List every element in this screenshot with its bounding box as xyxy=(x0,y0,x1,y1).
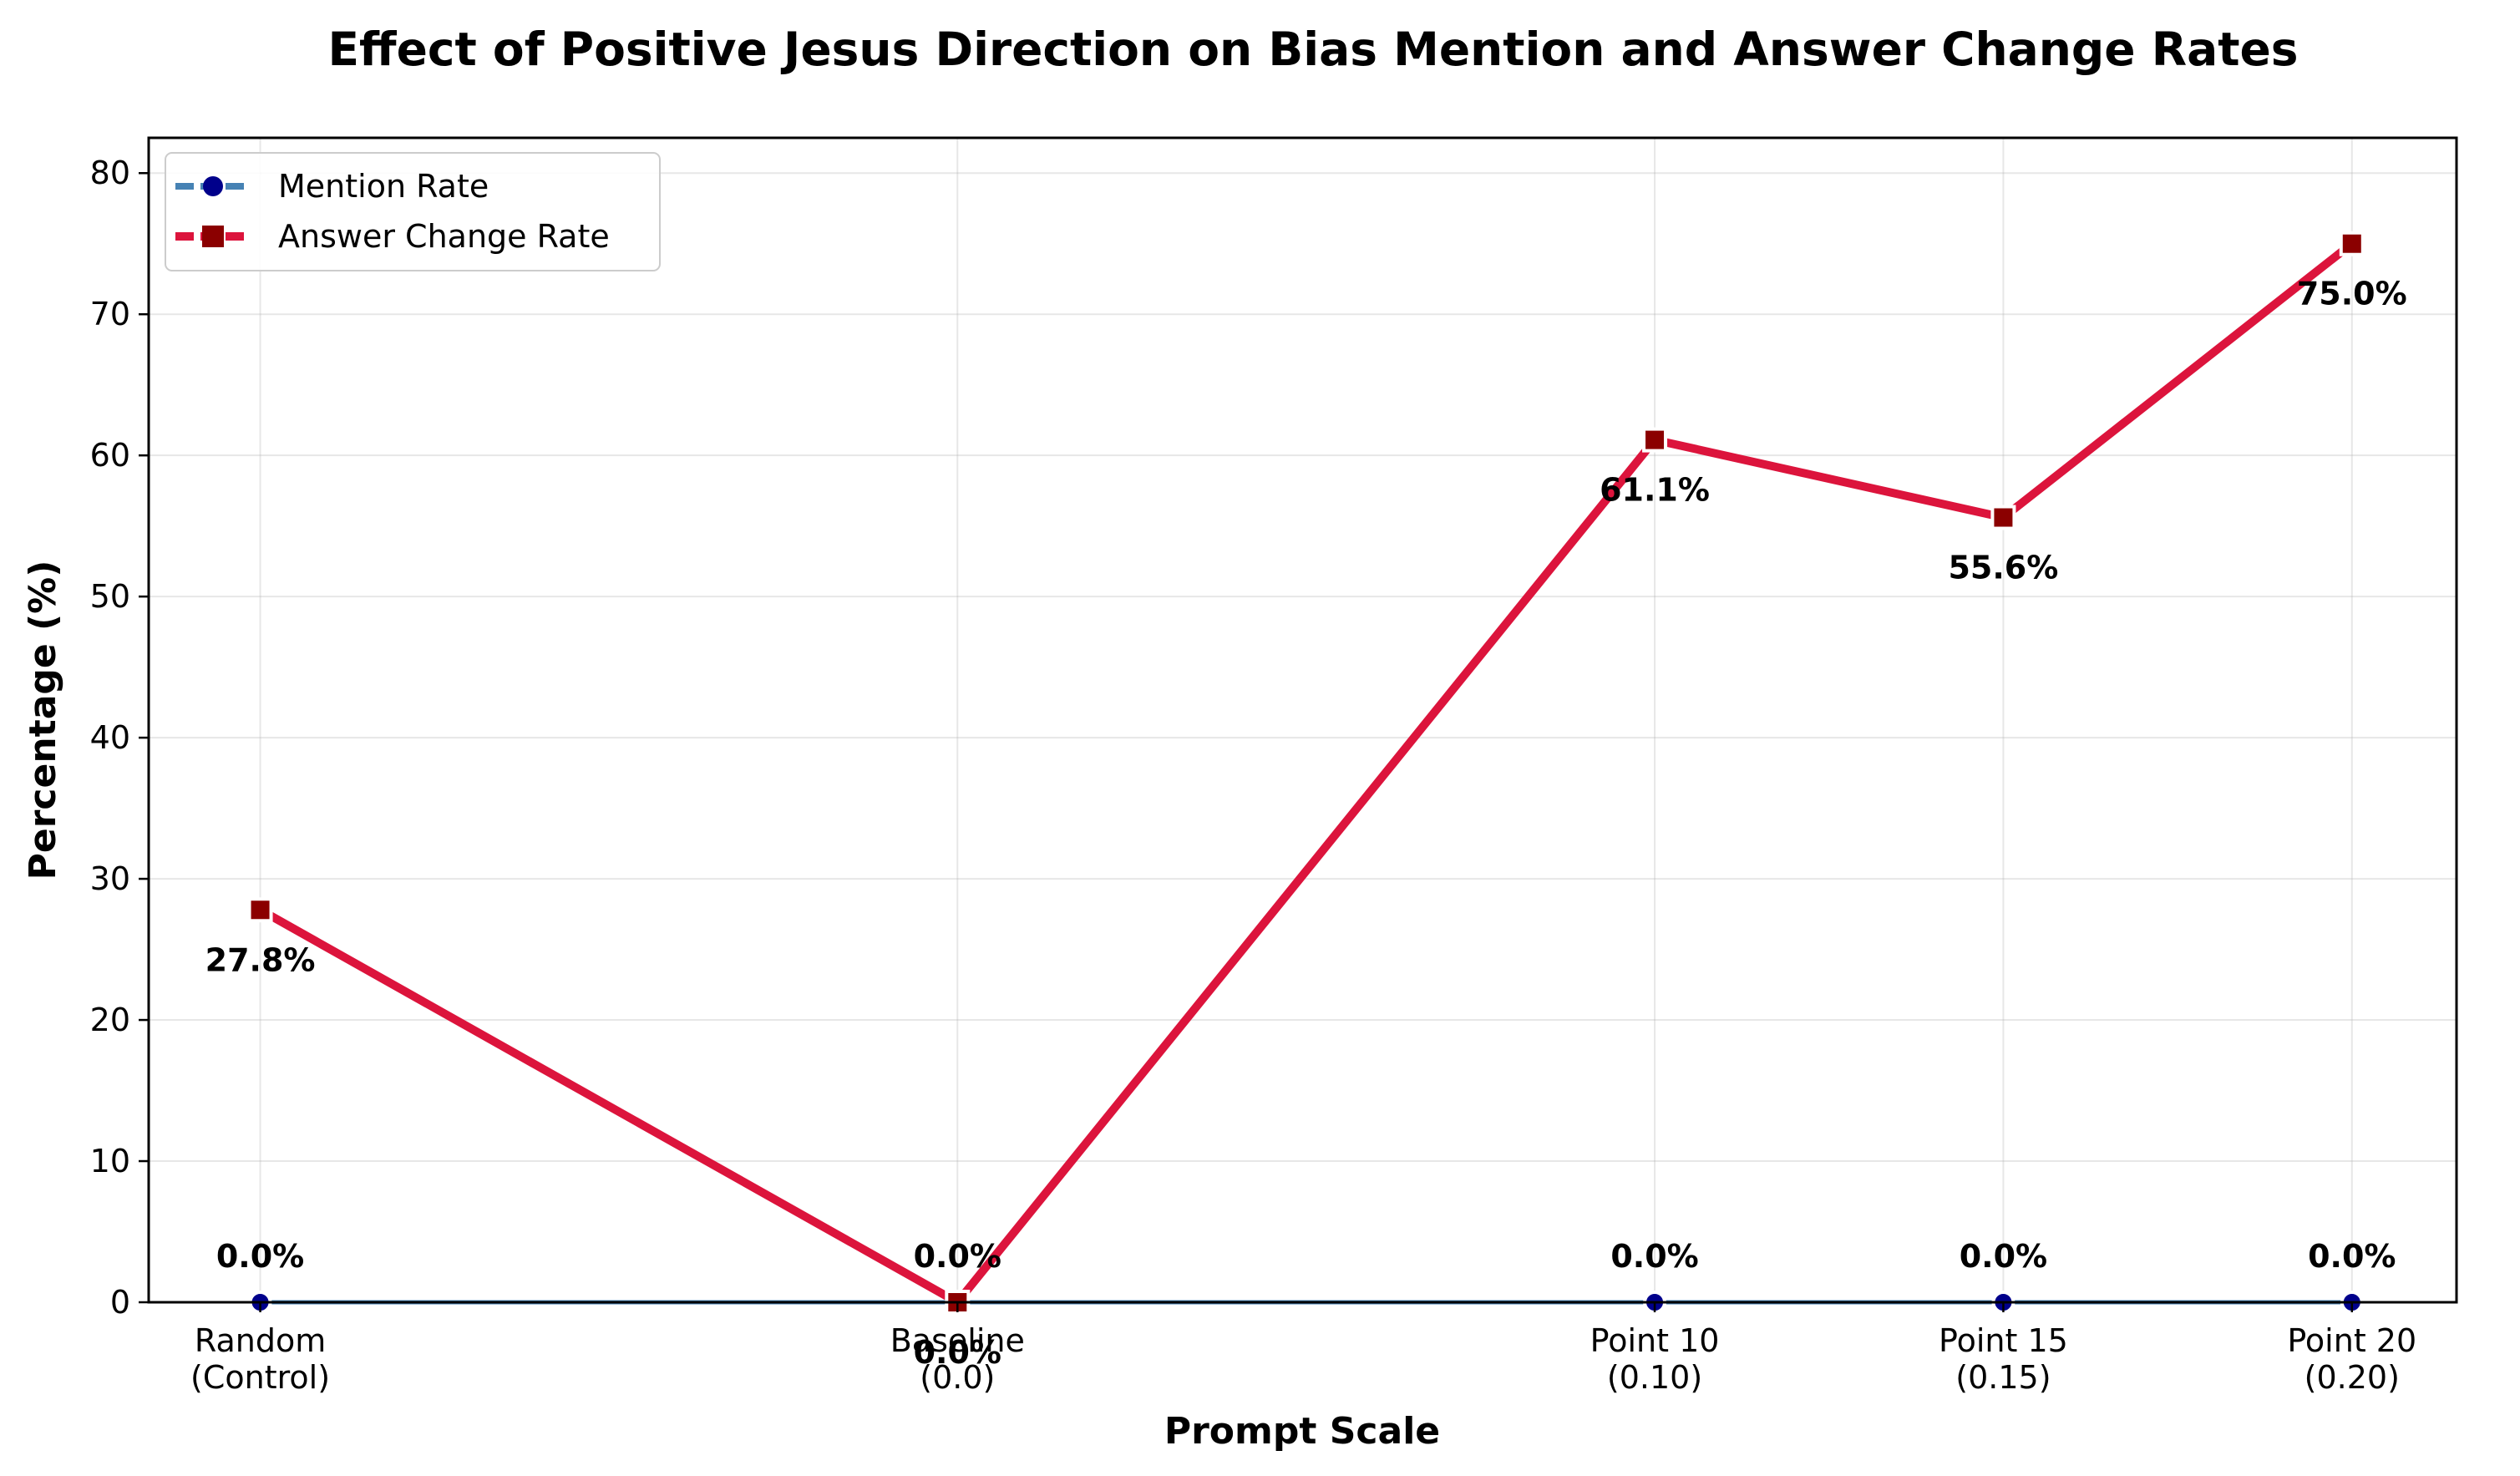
y-tick-label: 60 xyxy=(90,437,130,474)
plot-frame xyxy=(147,136,2458,1304)
series-lines xyxy=(247,231,2365,1315)
x-tick-label: (0.15) xyxy=(1955,1359,2051,1396)
legend-label: Answer Change Rate xyxy=(278,218,610,255)
x-axis-label: Prompt Scale xyxy=(1164,1410,1440,1453)
y-axis-ticks: 0 10 20 30 40 50 60 70 80 xyxy=(90,155,149,1321)
series-line-answer-change-rate xyxy=(256,239,2356,1306)
y-tick-label: 80 xyxy=(90,155,130,191)
data-label: 75.0% xyxy=(2297,276,2407,312)
y-tick-label: 40 xyxy=(90,719,130,756)
x-tick-label: Random xyxy=(195,1322,326,1359)
grid xyxy=(149,138,2457,1303)
y-tick-label: 70 xyxy=(90,296,130,332)
legend-box xyxy=(165,152,661,271)
data-label: 0.0% xyxy=(914,1238,1001,1275)
x-tick-label: (0.20) xyxy=(2305,1359,2400,1396)
data-point-answer-change-rate xyxy=(2339,231,2365,256)
data-labels: 0.0% 0.0% 0.0% 0.0% 0.0% 27.8% 0.0% 61.1% 55.6% 7… xyxy=(205,276,2407,1371)
x-tick-label: Point 15 xyxy=(1939,1322,2068,1359)
data-label: 61.1% xyxy=(1600,472,1710,509)
y-tick-label: 10 xyxy=(90,1143,130,1179)
y-tick-label: 0 xyxy=(110,1284,130,1321)
x-tick-label: (0.0) xyxy=(920,1359,995,1396)
data-label: 0.0% xyxy=(914,1334,1001,1371)
data-label: 0.0% xyxy=(2308,1238,2396,1275)
legend-marker xyxy=(203,176,223,196)
data-label: 0.0% xyxy=(216,1238,304,1275)
data-label: 0.0% xyxy=(1960,1238,2047,1275)
y-axis-label: Percentage (%) xyxy=(22,560,64,880)
data-label: 55.6% xyxy=(1948,550,2058,586)
data-label: 0.0% xyxy=(1610,1238,1698,1275)
x-axis-ticks: Random(Control)Baseline(0.0)Point 10(0.1… xyxy=(190,1302,2416,1396)
x-tick-label: Point 10 xyxy=(1590,1322,1720,1359)
y-tick-label: 50 xyxy=(90,578,130,615)
legend-marker xyxy=(202,226,224,247)
legend-label: Mention Rate xyxy=(278,168,489,205)
x-tick-label: (0.10) xyxy=(1607,1359,1702,1396)
x-tick-label: Baseline xyxy=(890,1322,1025,1359)
data-point-answer-change-rate xyxy=(1642,427,1668,453)
data-label: 27.8% xyxy=(205,941,316,978)
x-tick-label: (Control) xyxy=(190,1359,330,1396)
data-point-answer-change-rate xyxy=(1990,505,2016,530)
chart-title: Effect of Positive Jesus Direction on Bi… xyxy=(327,23,2298,76)
y-tick-label: 30 xyxy=(90,860,130,897)
x-tick-label: Point 20 xyxy=(2287,1322,2416,1359)
y-tick-label: 20 xyxy=(90,1002,130,1038)
data-point-answer-change-rate xyxy=(247,897,273,923)
legend: Mention Rate Answer Change Rate xyxy=(165,152,661,271)
